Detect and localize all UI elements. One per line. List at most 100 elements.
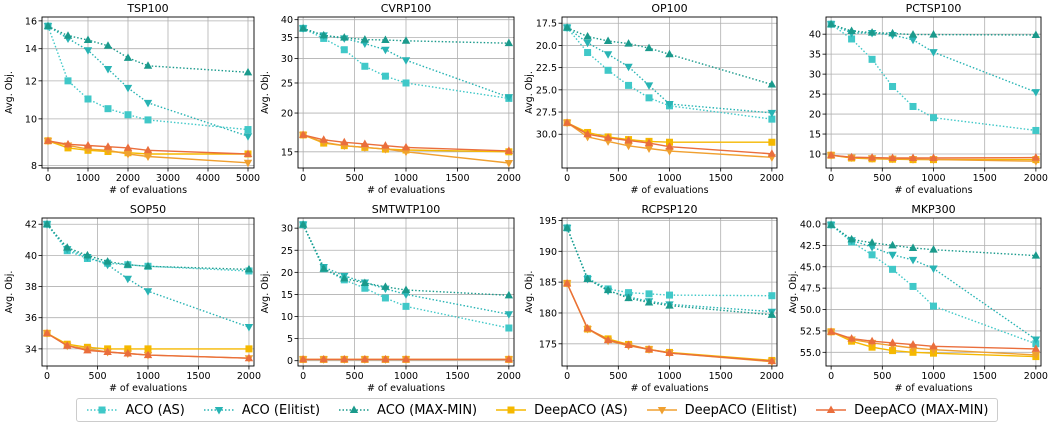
- x-tick-label: 1500: [973, 173, 997, 184]
- panel-title: SMTWTP100: [372, 203, 440, 216]
- data-point: [123, 53, 133, 61]
- data-point: [244, 324, 254, 332]
- x-tick-label: 500: [873, 173, 891, 184]
- x-tick-label: 1000: [657, 173, 681, 184]
- x-tick-label: 1500: [186, 371, 210, 382]
- series-aco-max-min: [826, 19, 1041, 38]
- data-point: [123, 260, 133, 268]
- y-tick-label: 27.5: [536, 108, 557, 119]
- data-point: [867, 238, 877, 246]
- data-point: [340, 137, 349, 146]
- y-tick-label: 30: [809, 70, 821, 81]
- data-point: [908, 153, 918, 162]
- y-tick-label: 190: [539, 247, 557, 258]
- data-point: [826, 19, 836, 28]
- data-point: [768, 115, 776, 123]
- y-axis-label: Avg. Obj.: [260, 271, 271, 314]
- data-point: [584, 49, 592, 57]
- panel-tsp100: 0 1000 2000 3000 4000 5000 8 10 12 14 16 TSP100 # of…: [4, 2, 260, 196]
- y-tick-label: 17.5: [536, 19, 557, 30]
- data-point: [1031, 30, 1041, 38]
- data-point: [847, 334, 856, 342]
- series-line: [47, 25, 249, 131]
- data-point: [42, 219, 52, 228]
- data-point: [768, 292, 776, 300]
- panel-title: TSP100: [126, 2, 168, 15]
- data-point: [360, 139, 370, 147]
- panel-op100: 0 500 1000 1500 2000 17.5 20.0 22.5 25.0 27.5 30.0…: [524, 2, 784, 196]
- data-point: [603, 133, 613, 141]
- data-point: [144, 345, 152, 353]
- data-point: [889, 347, 897, 355]
- data-point: [909, 102, 917, 110]
- data-point: [847, 26, 856, 34]
- data-point: [243, 149, 253, 157]
- data-point: [562, 23, 572, 31]
- y-tick-label: 38: [25, 282, 37, 293]
- legend-label: DeepACO (AS): [534, 402, 628, 418]
- data-point: [381, 282, 390, 290]
- legend-item-deepaco-maxmin: DeepACO (MAX-MIN): [814, 403, 988, 418]
- panel-pctsp100: 0 500 1000 1500 2000 10 15 20 25 30 35 40 PCTSP100 # …: [809, 2, 1048, 196]
- y-tick-label: 8: [31, 161, 37, 172]
- y-tick-label: 10: [809, 150, 821, 161]
- data-point: [929, 341, 938, 350]
- x-tick-label: 500: [346, 173, 364, 184]
- series-deepaco-max-min: [562, 118, 777, 157]
- y-tick-label: 45.0: [800, 262, 821, 273]
- data-point: [360, 354, 370, 363]
- y-tick-label: 52.5: [800, 326, 821, 337]
- y-tick-label: 55.0: [800, 348, 821, 359]
- data-point: [767, 310, 777, 318]
- x-tick-label: 1500: [445, 173, 469, 184]
- x-tick-label: 2000: [497, 371, 521, 382]
- data-point: [624, 63, 633, 72]
- y-axis-label: Avg. Obj.: [524, 271, 535, 314]
- data-point: [360, 278, 370, 286]
- legend-swatch-aco-maxmin: [339, 405, 370, 413]
- data-point: [143, 288, 153, 296]
- x-tick-label: 1000: [394, 371, 418, 382]
- x-tick-label: 2000: [497, 173, 521, 184]
- data-point: [361, 284, 369, 292]
- data-point: [888, 153, 897, 162]
- y-tick-label: 42.5: [800, 241, 821, 252]
- x-tick-label: 1500: [709, 371, 733, 382]
- x-tick-label: 500: [88, 371, 106, 382]
- x-tick-label: 500: [609, 173, 627, 184]
- data-point: [144, 116, 152, 124]
- legend-label: ACO (MAX-MIN): [377, 402, 478, 418]
- y-tick-label: 35: [809, 50, 821, 61]
- data-point: [908, 256, 918, 265]
- series-deepaco-max-min: [43, 136, 253, 157]
- data-point: [104, 105, 112, 113]
- data-point: [401, 291, 411, 299]
- data-point: [401, 57, 411, 65]
- x-axis-label: # of evaluations: [367, 185, 445, 196]
- legend-marker: [349, 405, 359, 413]
- data-point: [908, 243, 918, 251]
- data-point: [583, 39, 592, 48]
- x-axis-label: # of evaluations: [109, 185, 187, 196]
- data-point: [665, 301, 674, 309]
- data-point: [625, 81, 633, 89]
- x-tick-label: 1000: [921, 173, 945, 184]
- data-point: [908, 36, 918, 45]
- legend-item-deepaco-as: DeepACO (AS): [494, 403, 628, 418]
- data-point: [143, 261, 153, 270]
- data-point: [767, 356, 777, 365]
- series-aco-max-min: [562, 223, 777, 318]
- data-point: [123, 150, 133, 159]
- y-tick-label: 10: [25, 114, 37, 125]
- data-point: [83, 345, 92, 354]
- panel-title: PCTSP100: [906, 2, 962, 15]
- data-point: [298, 220, 308, 228]
- x-tick-label: 0: [300, 173, 306, 184]
- data-point: [665, 101, 674, 109]
- data-point: [83, 35, 93, 43]
- data-point: [889, 83, 897, 91]
- data-point: [1031, 344, 1041, 352]
- data-point: [381, 35, 390, 43]
- data-point: [826, 327, 836, 335]
- legend-label: ACO (AS): [125, 402, 185, 418]
